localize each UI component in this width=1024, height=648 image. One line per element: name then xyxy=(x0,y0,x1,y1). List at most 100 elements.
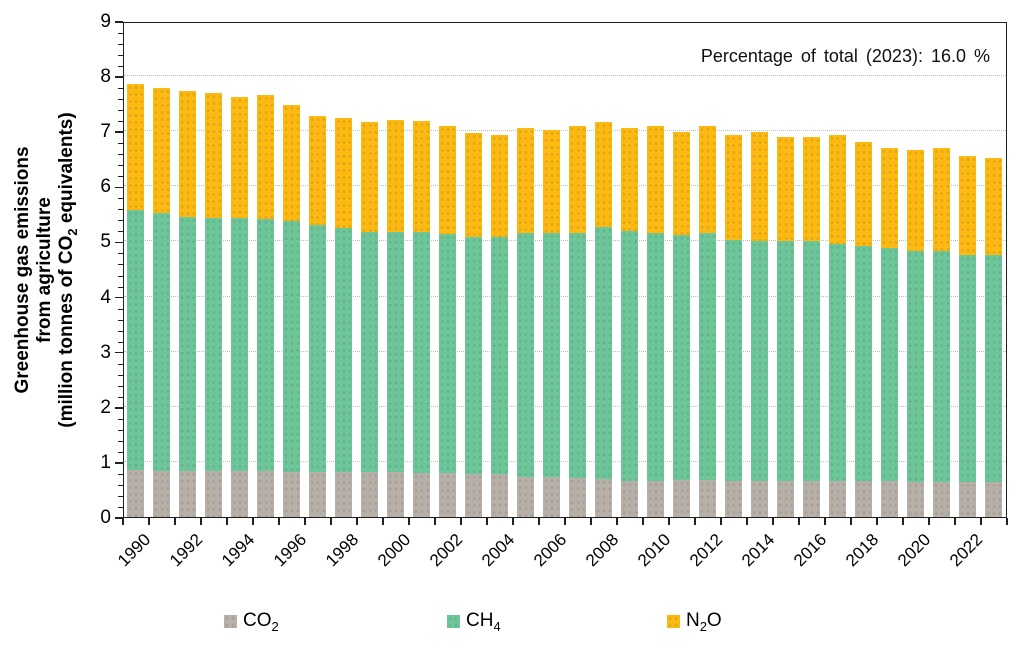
x-tick xyxy=(278,518,280,525)
bar-1994-segment-n2o xyxy=(231,97,248,218)
bar-1993-segment-co2 xyxy=(205,470,222,517)
bar-1997-segment-co2 xyxy=(309,471,326,517)
y-tick-label-6: 6 xyxy=(100,176,111,198)
legend-item-n2o: N2O xyxy=(667,610,722,634)
bar-2018-segment-n2o xyxy=(855,142,872,246)
x-tick-label-1998: 1998 xyxy=(322,530,363,571)
bar-2019-segment-n2o xyxy=(881,148,898,248)
y-axis-title-line: from agriculture xyxy=(34,197,56,343)
bar-2015-segment-co2 xyxy=(777,481,794,517)
bar-2013-segment-co2 xyxy=(725,480,742,517)
bar-2014-segment-ch4 xyxy=(751,241,768,482)
bar-1992-segment-co2 xyxy=(179,470,196,517)
y-tick-minor xyxy=(118,33,123,35)
y-axis-title: Greenhouse gas emissions from agriculture… xyxy=(12,10,81,530)
y-tick-minor xyxy=(118,99,123,101)
bar-2020-segment-ch4 xyxy=(907,250,924,482)
bar-1999-segment-n2o xyxy=(361,122,378,232)
y-tick-minor xyxy=(118,275,123,277)
x-tick-label-1992: 1992 xyxy=(166,530,207,571)
gridline-y-4 xyxy=(124,295,1006,297)
bar-2008-segment-ch4 xyxy=(595,227,612,479)
bar-2012-segment-ch4 xyxy=(699,233,716,481)
x-tick xyxy=(538,518,540,525)
bar-1992-segment-ch4 xyxy=(179,216,196,471)
bar-2019-segment-co2 xyxy=(881,481,898,517)
y-axis-title-line: (million tonnes of CO2 equivalents) xyxy=(56,112,80,428)
y-tick-major-5 xyxy=(115,241,123,244)
y-tick-minor xyxy=(118,220,123,222)
y-tick-major-8 xyxy=(115,76,123,78)
bar-2021-segment-co2 xyxy=(933,481,950,517)
y-axis-title-line: Greenhouse gas emissions xyxy=(12,146,34,394)
y-tick-major-9 xyxy=(115,21,123,23)
bar-2012-segment-co2 xyxy=(699,480,716,517)
x-tick xyxy=(954,518,956,525)
y-tick-label-2: 2 xyxy=(100,396,111,418)
x-tick xyxy=(226,518,228,525)
x-tick xyxy=(668,518,670,525)
bar-2004-segment-co2 xyxy=(491,474,508,517)
y-tick-label-1: 1 xyxy=(100,451,111,473)
x-tick xyxy=(772,518,774,525)
bar-2005-segment-ch4 xyxy=(517,233,534,478)
bar-2017-segment-n2o xyxy=(829,135,846,245)
bar-2017-segment-co2 xyxy=(829,480,846,517)
bar-1995-segment-ch4 xyxy=(257,218,274,472)
bar-1993-segment-ch4 xyxy=(205,218,222,471)
bar-2014-segment-co2 xyxy=(751,481,768,517)
bar-2021-segment-ch4 xyxy=(933,250,950,482)
x-tick-label-1996: 1996 xyxy=(270,530,311,571)
bar-2015-segment-ch4 xyxy=(777,241,794,482)
bar-2011-segment-co2 xyxy=(673,480,690,517)
y-tick-minor xyxy=(118,308,123,310)
bar-2002-segment-ch4 xyxy=(439,233,456,473)
y-tick-minor xyxy=(118,231,123,233)
bar-2001-segment-co2 xyxy=(413,472,430,517)
bar-2002-segment-co2 xyxy=(439,472,456,517)
bar-1996-segment-ch4 xyxy=(283,220,300,472)
x-tick-label-2000: 2000 xyxy=(374,530,415,571)
y-tick-label-5: 5 xyxy=(100,231,111,253)
x-tick-label-2020: 2020 xyxy=(894,530,935,571)
gridline-y-2 xyxy=(124,405,1006,407)
bar-2001-segment-n2o xyxy=(413,120,430,232)
legend-swatch-ch4 xyxy=(447,615,460,629)
bar-2007-segment-co2 xyxy=(569,478,586,517)
bar-2022-segment-co2 xyxy=(959,482,976,517)
x-tick xyxy=(304,518,306,525)
bar-2009-segment-co2 xyxy=(621,480,638,517)
bar-1991-segment-ch4 xyxy=(153,212,170,471)
bar-1996-segment-co2 xyxy=(283,471,300,517)
bar-2004-segment-ch4 xyxy=(491,236,508,475)
bar-2011-segment-ch4 xyxy=(673,235,690,481)
x-tick-label-2012: 2012 xyxy=(686,530,727,571)
annotation-percentage-of-total: Percentage of total (2023): 16.0 % xyxy=(700,46,990,66)
bar-2020-segment-n2o xyxy=(907,149,924,251)
bar-1999-segment-ch4 xyxy=(361,231,378,473)
x-tick xyxy=(824,518,826,525)
bar-1994-segment-ch4 xyxy=(231,217,248,472)
bar-2000-segment-co2 xyxy=(387,472,404,517)
x-tick xyxy=(642,518,644,525)
bar-1998-segment-n2o xyxy=(335,118,352,228)
y-tick-minor xyxy=(118,176,123,178)
bar-1998-segment-ch4 xyxy=(335,227,352,473)
y-tick-label-7: 7 xyxy=(100,121,111,143)
bar-1997-segment-n2o xyxy=(309,115,326,226)
y-tick-minor xyxy=(118,396,123,398)
bar-2012-segment-n2o xyxy=(699,125,716,234)
bar-2006-segment-co2 xyxy=(543,477,560,517)
y-tick-label-8: 8 xyxy=(100,66,111,88)
bar-2020-segment-co2 xyxy=(907,481,924,517)
y-tick-minor xyxy=(118,429,123,431)
bar-2008-segment-n2o xyxy=(595,121,612,228)
y-tick-minor xyxy=(118,319,123,321)
y-tick-minor xyxy=(118,451,123,453)
x-tick xyxy=(928,518,930,525)
x-tick xyxy=(174,518,176,525)
x-tick xyxy=(460,518,462,525)
bar-2008-segment-co2 xyxy=(595,478,612,517)
x-tick xyxy=(382,518,384,525)
y-tick-major-7 xyxy=(115,131,123,133)
